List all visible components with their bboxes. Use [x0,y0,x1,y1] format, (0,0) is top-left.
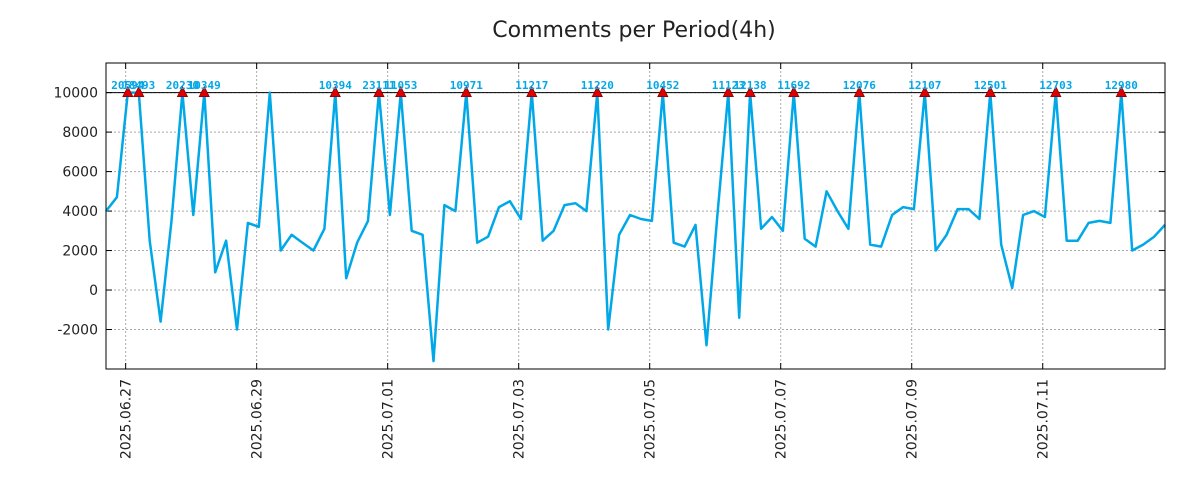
y-tick-label: 8000 [62,125,98,141]
peak-marker [133,85,145,98]
y-tick-label: 10000 [53,86,98,102]
peak-marker [788,85,800,98]
peak-marker [853,85,865,98]
x-tick-label: 2025.06.29 [250,379,266,459]
y-axis-ticks: -2000 0 2000 4000 6000 8000 10000 [53,86,1165,339]
x-tick-label: 2025.07.09 [905,379,921,459]
peak-marker [744,85,756,98]
y-tick-label: 0 [89,283,98,299]
peak-label: 10394 [319,79,352,92]
peak-label: 12980 [1105,79,1138,92]
peak-label: 23111 [362,79,395,92]
peak-marker [722,85,734,98]
peak-marker [176,85,189,98]
peak-label: 11217 [515,79,548,92]
peak-marker [919,85,931,98]
peak-marker [657,85,669,98]
peak-marker [591,85,603,98]
peak-label: 10349 [188,79,221,92]
peak-marker [1115,85,1127,98]
peak-label: 18493 [122,79,155,92]
peak-label: 20594 [111,79,144,92]
peak-label: 12138 [734,79,767,92]
peak-marker [526,85,538,98]
x-tick-label: 2025.06.27 [119,379,135,459]
peak-marker [198,85,210,98]
peak-marker [373,85,385,98]
peak-marker [329,85,341,98]
peak-marker [1050,85,1062,98]
series-line [105,91,1166,363]
x-tick-label: 2025.07.01 [381,379,397,459]
chart-title: Comments per Period(4h) [492,18,776,43]
peak-label: 12501 [974,79,1007,92]
x-tick-label: 2025.07.05 [643,379,659,459]
plot-frame [105,62,1166,370]
y-tick-label: 4000 [62,204,98,220]
peak-label: 10452 [646,79,679,92]
peak-label: 12107 [908,79,941,92]
x-tick-label: 2025.07.03 [512,379,528,459]
y-tick-label: -2000 [57,323,98,339]
peak-marker [984,85,996,98]
series-comments [105,91,1166,363]
peak-label: 11053 [384,79,417,92]
x-tick-label: 2025.07.11 [1036,379,1052,459]
peak-label: 20230 [166,79,199,92]
x-tick-label: 2025.07.07 [774,379,790,459]
peak-marker [122,85,134,98]
peak-marker [395,85,407,98]
x-axis-ticks: 2025.06.27 2025.06.29 2025.07.01 2025.07.03… [119,63,1052,459]
peak-label: 11123 [712,79,745,92]
peak-label: 12703 [1039,79,1072,92]
peak-label: 12076 [843,79,876,92]
peak-label: 11220 [581,79,614,92]
peak-marker [460,85,472,98]
peak-label: 10971 [450,79,483,92]
y-tick-label: 2000 [62,244,98,260]
y-tick-label: 6000 [62,165,98,181]
peak-label: 11692 [777,79,810,92]
